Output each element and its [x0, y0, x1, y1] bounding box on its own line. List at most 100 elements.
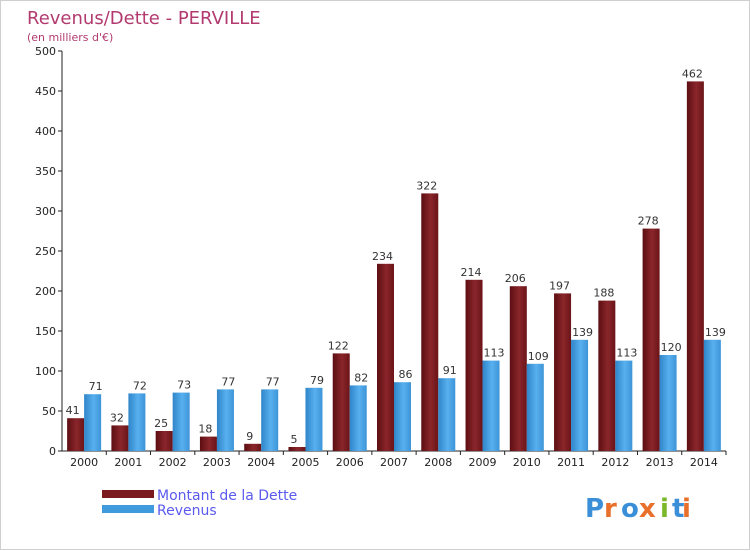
revenue-bar-value-label: 113 — [484, 347, 505, 360]
revenue-bar-value-label: 109 — [528, 350, 549, 363]
x-tick-label: 2010 — [513, 456, 541, 469]
debt-bar-value-label: 9 — [246, 430, 253, 443]
debt-bar-value-label: 18 — [198, 423, 212, 436]
x-tick-label: 2005 — [291, 456, 319, 469]
debt-bar — [199, 436, 217, 451]
debt-bar — [686, 81, 704, 452]
x-tick-label: 2000 — [70, 456, 98, 469]
revenue-bar — [659, 355, 677, 451]
y-tick-label: 350 — [35, 165, 56, 178]
legend-label-debt: Montant de la Dette — [157, 488, 297, 504]
y-tick-label: 50 — [42, 405, 56, 418]
debt-bar-value-label: 188 — [593, 287, 614, 300]
debt-bar-value-label: 41 — [66, 404, 80, 417]
axes: 0 50 100 150 200 250 300 350 400 450 500 2000 2001 20… — [35, 45, 727, 469]
legend-swatch-debt — [102, 490, 154, 498]
logo-letter: r — [604, 494, 617, 524]
revenue-bar-value-label: 72 — [133, 379, 147, 392]
debt-bar — [155, 431, 173, 451]
revenue-bar — [615, 360, 633, 451]
revenue-bar-value-label: 139 — [572, 326, 593, 339]
y-tick-label: 250 — [35, 245, 56, 258]
revenue-bar — [438, 378, 456, 451]
revenue-bar-value-label: 86 — [399, 368, 413, 381]
debt-bar-value-label: 25 — [154, 417, 168, 430]
y-tick-label: 500 — [35, 45, 56, 58]
revenue-bar — [349, 385, 367, 451]
x-tick-label: 2004 — [247, 456, 275, 469]
debt-bar-value-label: 234 — [372, 250, 393, 263]
debt-bar-value-label: 122 — [328, 339, 349, 352]
x-tick-label: 2001 — [114, 456, 142, 469]
debt-bar-value-label: 322 — [416, 179, 437, 192]
revenue-bar-value-label: 113 — [616, 347, 637, 360]
revenue-bar — [216, 389, 234, 451]
y-tick-label: 150 — [35, 325, 56, 338]
logo-letter: P — [585, 494, 604, 524]
revenue-bar-value-label: 120 — [661, 341, 682, 354]
debt-bar-value-label: 206 — [505, 272, 526, 285]
legend-label-revenue: Revenus — [157, 503, 217, 519]
y-tick-label: 300 — [35, 205, 56, 218]
bars: 41 32 25 18 9 5 122 234 322 214 206 197 188 278 462 71 7… — [66, 67, 726, 452]
revenue-bar — [394, 382, 411, 451]
logo-letter: x — [639, 494, 656, 524]
legend-swatch-revenue — [102, 505, 154, 513]
debt-bar — [67, 418, 85, 451]
x-tick-label: 2008 — [424, 456, 452, 469]
y-tick-label: 400 — [35, 125, 56, 138]
x-tick-label: 2003 — [203, 456, 231, 469]
debt-bar — [598, 300, 616, 451]
revenue-bar-value-label: 77 — [221, 375, 235, 388]
debt-bar-value-label: 462 — [682, 67, 703, 80]
revenue-bar-value-label: 79 — [310, 374, 324, 387]
debt-bar — [465, 279, 483, 451]
x-tick-label: 2013 — [646, 456, 674, 469]
y-tick-label: 450 — [35, 85, 56, 98]
y-tick-label: 0 — [49, 445, 56, 458]
debt-bar — [377, 263, 394, 451]
x-tick-label: 2011 — [557, 456, 585, 469]
logo-letter: i — [682, 494, 691, 524]
revenue-bar — [261, 389, 279, 451]
debt-bar — [509, 286, 527, 451]
logo-letter: t — [672, 494, 684, 524]
revenue-bar — [128, 393, 146, 451]
revenue-bar-value-label: 91 — [443, 364, 457, 377]
chart-title: Revenus/Dette - PERVILLE — [27, 8, 261, 29]
x-tick-label: 2012 — [601, 456, 629, 469]
debt-bar — [288, 447, 306, 451]
y-tick-label: 200 — [35, 285, 56, 298]
x-tick-label: 2006 — [336, 456, 364, 469]
revenue-bar-value-label: 139 — [705, 326, 726, 339]
debt-bar-value-label: 5 — [290, 433, 297, 446]
chart-subtitle: (en milliers d'€) — [27, 31, 113, 44]
revenue-bar — [172, 392, 190, 451]
debt-bar-value-label: 32 — [110, 411, 124, 424]
debt-bar — [332, 353, 350, 451]
logo-letter: i — [660, 494, 669, 524]
debt-bar — [244, 443, 262, 451]
logo-letter: o — [621, 494, 639, 524]
y-tick-label: 100 — [35, 365, 56, 378]
debt-bar-value-label: 278 — [638, 215, 659, 228]
revenue-bar-value-label: 71 — [89, 380, 103, 393]
x-tick-label: 2009 — [469, 456, 497, 469]
revenue-bar-value-label: 73 — [177, 379, 191, 392]
revenue-bar — [571, 339, 589, 451]
debt-bar — [642, 228, 660, 451]
revenue-bar — [526, 363, 544, 451]
revenue-bar — [482, 360, 500, 451]
revenue-bar-value-label: 77 — [266, 375, 280, 388]
x-tick-label: 2002 — [159, 456, 187, 469]
debt-bar-value-label: 214 — [461, 266, 482, 279]
debt-bar-value-label: 197 — [549, 279, 570, 292]
x-tick-label: 2007 — [380, 456, 408, 469]
debt-bar — [111, 425, 129, 451]
revenue-bar — [703, 339, 721, 451]
revenue-bar — [84, 394, 102, 451]
